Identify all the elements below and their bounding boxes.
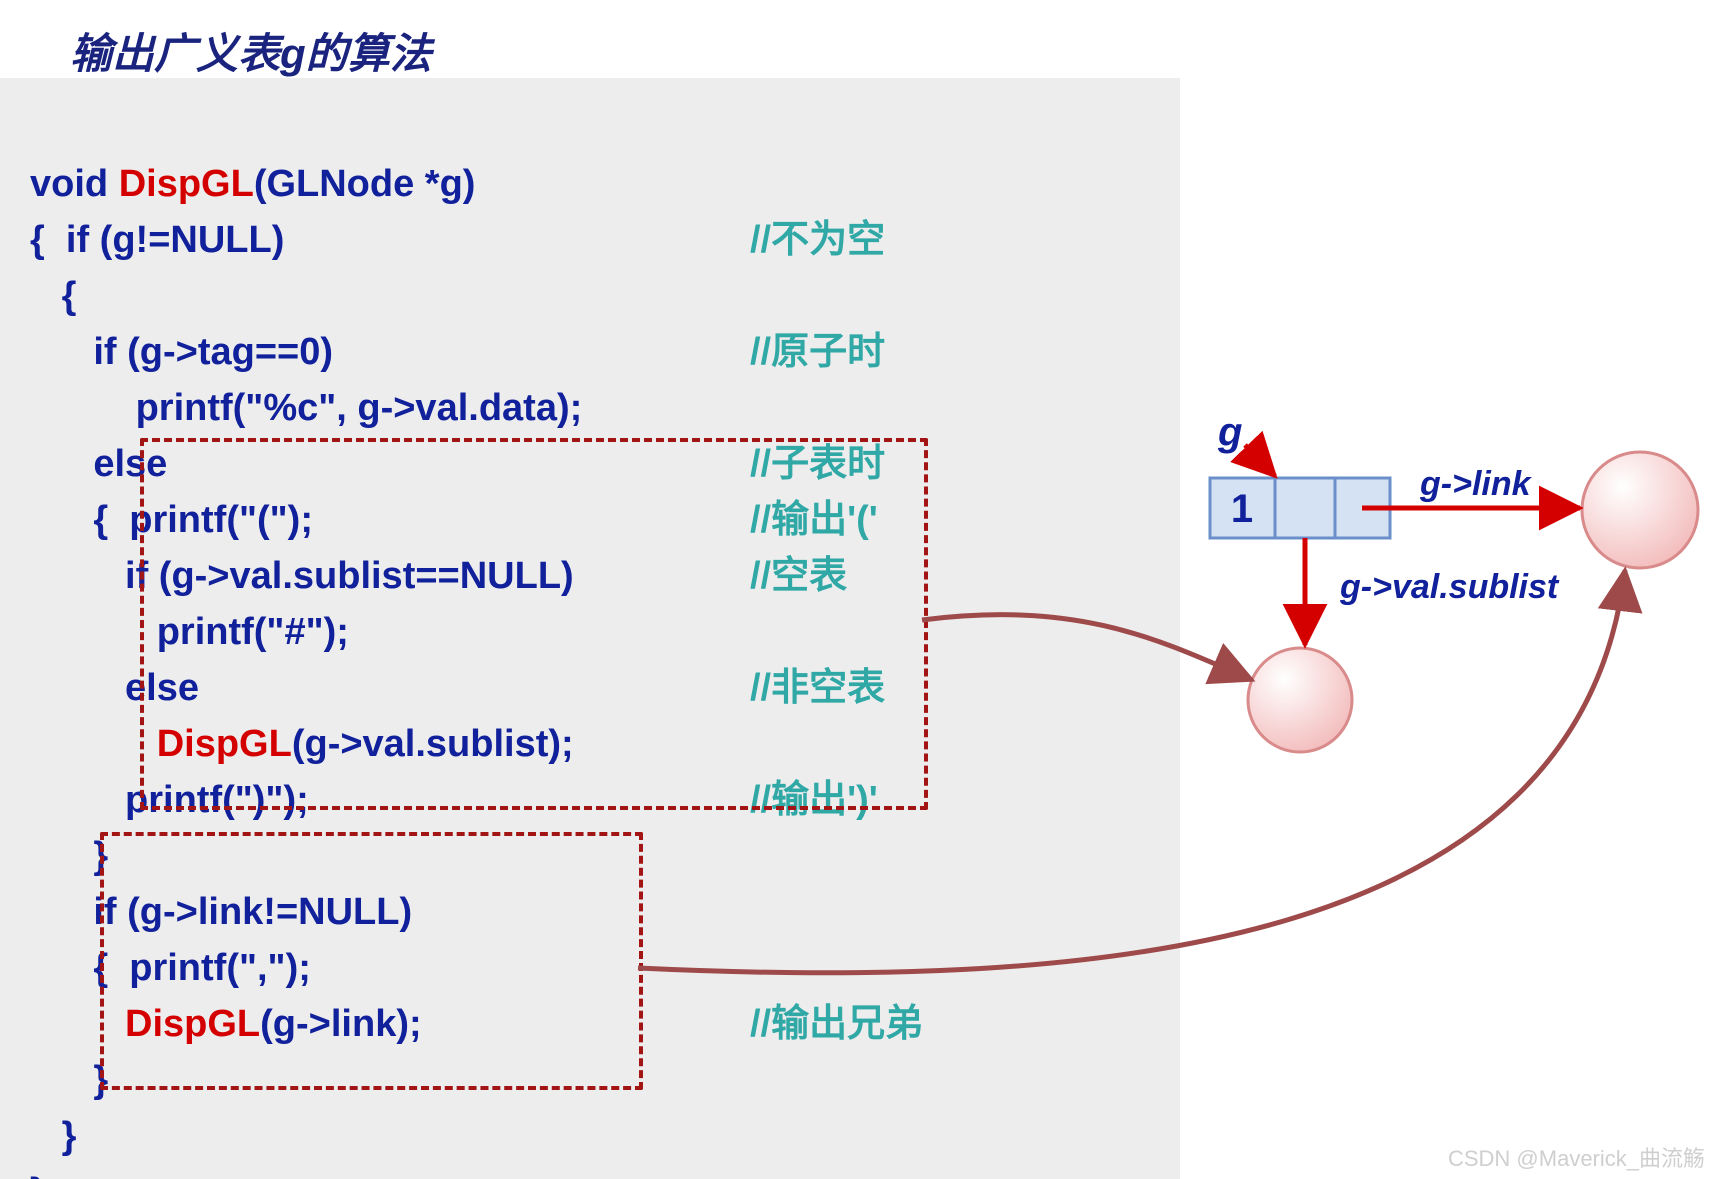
line4: if (g->tag==0) [30,331,333,373]
line17: } [30,1059,108,1101]
cmt2: //不为空 [750,212,885,268]
g-arrow [1245,445,1275,476]
fn-name-1: DispGL [119,163,254,205]
node-value: 1 [1231,487,1253,531]
kw-void: void [30,163,119,205]
highlight-box-sublist [140,438,928,810]
highlight-box-link [100,832,643,1090]
line18: } [30,1115,76,1157]
link-label: g->link [1419,465,1533,503]
glnode-rect [1210,478,1390,538]
line11-pre [30,723,157,765]
line5: printf("%c", g->val.data); [30,387,582,429]
line19: } [30,1171,45,1179]
watermark: CSDN @Maverick_曲流觞 [1448,1141,1705,1173]
line3: { [30,275,76,317]
line2: { if (g!=NULL) [30,219,284,261]
cmt4: //原子时 [750,324,885,380]
sig-rest: (GLNode *g) [254,163,476,205]
line13: } [30,835,108,877]
sublist-circle [1248,648,1352,752]
link-circle [1582,452,1698,568]
g-label: g [1217,410,1242,454]
page-title: 输出广义表g的算法 [70,20,432,81]
cmt16: //输出兄弟 [750,996,923,1052]
sublist-label: g->val.sublist [1339,568,1560,606]
